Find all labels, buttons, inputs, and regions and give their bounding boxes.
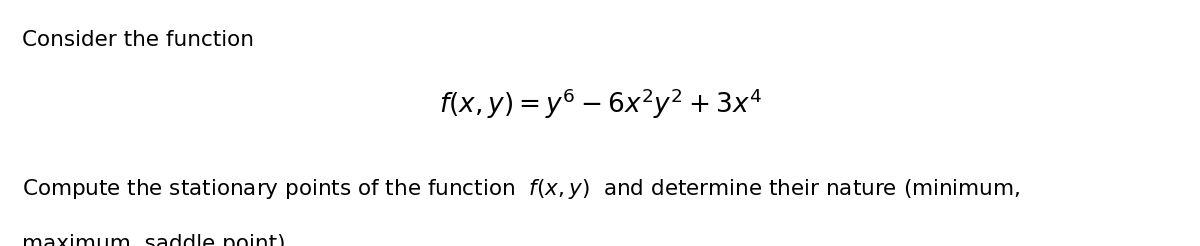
Text: maximum, saddle point).: maximum, saddle point). (22, 234, 292, 246)
Text: Consider the function: Consider the function (22, 30, 253, 49)
Text: $f(x, y) = y^6 - 6x^2y^2 + 3x^4$: $f(x, y) = y^6 - 6x^2y^2 + 3x^4$ (439, 86, 761, 121)
Text: Compute the stationary points of the function  $f(x, y)$  and determine their na: Compute the stationary points of the fun… (22, 177, 1020, 201)
